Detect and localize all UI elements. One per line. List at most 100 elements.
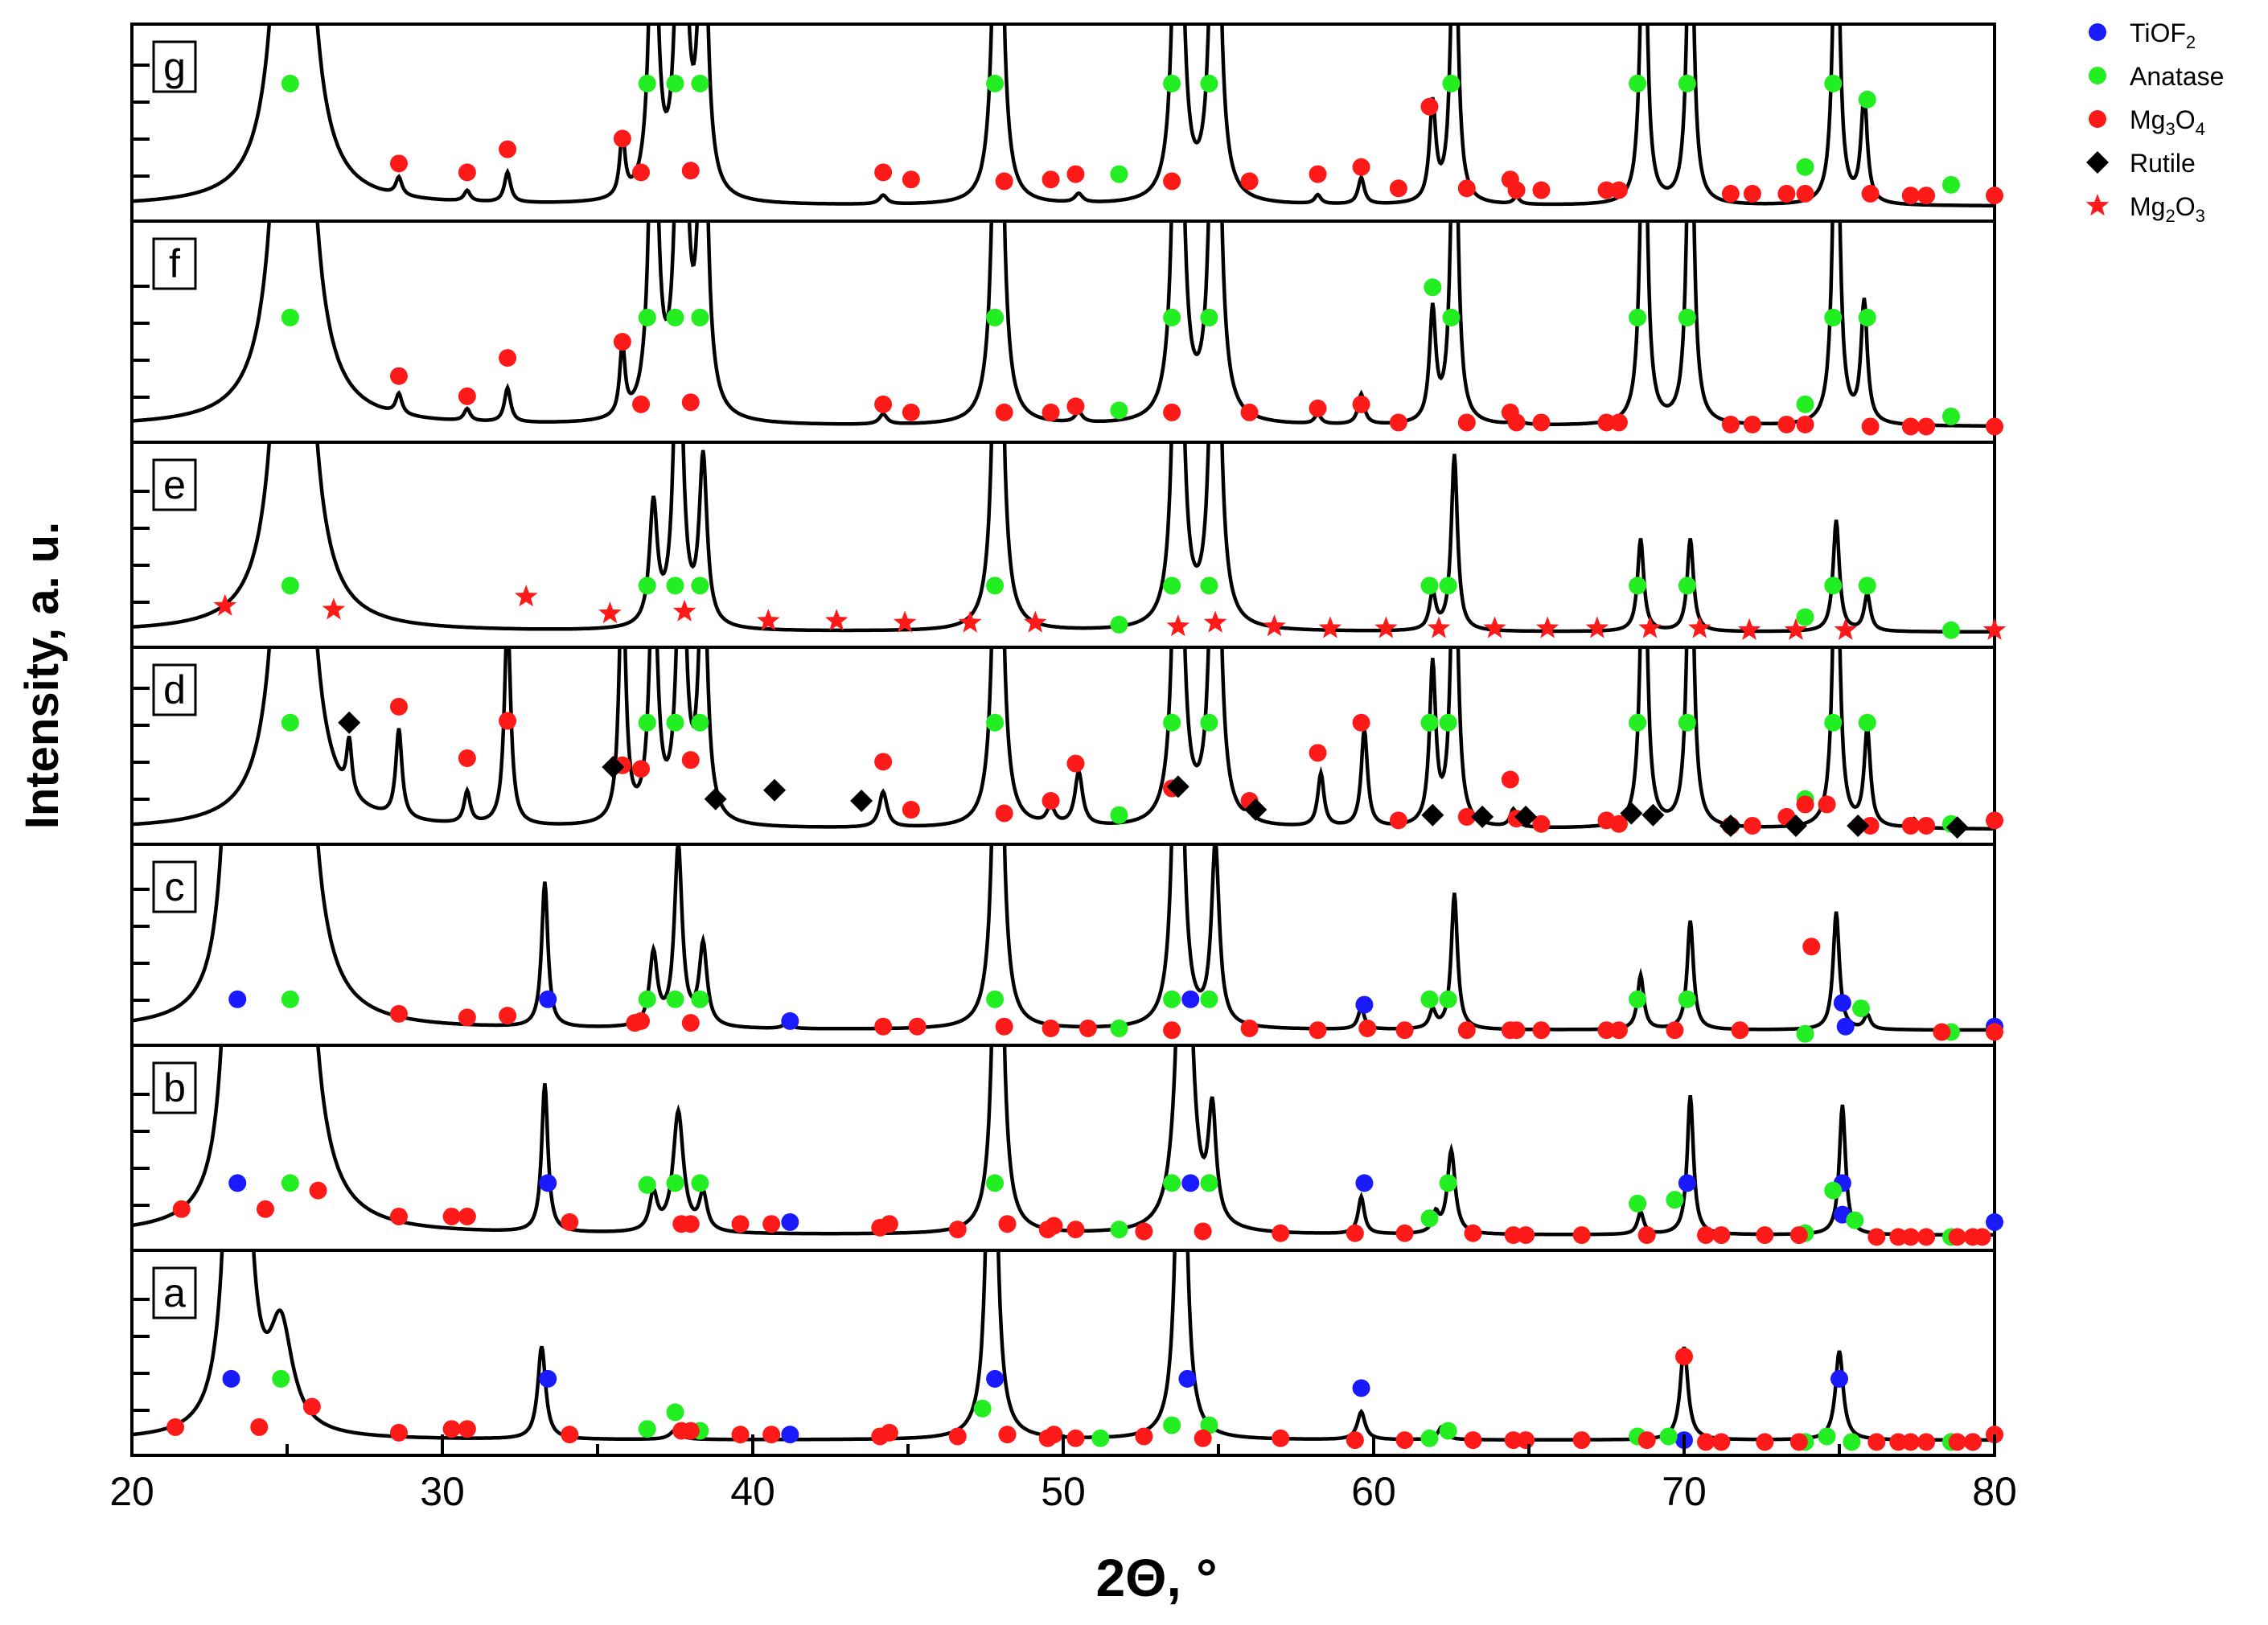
tiof2-marker: [1181, 1174, 1200, 1192]
mg3o4-marker: [1697, 1226, 1715, 1245]
anatase-marker: [1163, 713, 1181, 732]
x-tick-label: 70: [1662, 1469, 1707, 1514]
mg3o4-marker: [1609, 413, 1628, 432]
mg3o4-marker: [995, 1017, 1013, 1036]
mg3o4-marker: [632, 1012, 651, 1030]
mg3o4-marker: [1796, 184, 1814, 203]
legend: TiOF2 Anatase Mg3O4 Rutile Mg2O3: [2085, 18, 2224, 226]
rutile-marker: [338, 711, 361, 734]
panel-frame: [130, 843, 1996, 1047]
xrd-curve-a: [132, 1250, 1995, 1442]
mg2o3-marker: [322, 597, 346, 620]
mg2o3-marker: [1834, 618, 1857, 640]
mg3o4-marker: [389, 1207, 408, 1225]
anatase-marker: [1629, 308, 1647, 326]
mg3o4-marker: [1986, 811, 2003, 830]
anatase-marker: [281, 74, 299, 92]
anatase-marker: [1824, 74, 1843, 92]
mg3o4-marker: [389, 367, 408, 385]
mg3o4-marker: [995, 403, 1013, 421]
mg3o4-marker: [1901, 1228, 1920, 1246]
anatase-marker: [281, 990, 299, 1008]
mg3o4-marker: [1042, 170, 1060, 189]
anatase-marker: [986, 308, 1005, 326]
mg3o4-marker: [874, 395, 893, 413]
mg3o4-marker: [389, 697, 408, 716]
mg3o4-marker: [902, 801, 920, 819]
xrd-curve-e: [132, 442, 1995, 634]
mg3o4-marker: [1507, 181, 1526, 199]
tiof2-marker: [222, 1369, 240, 1388]
mg3o4-marker: [1045, 1217, 1063, 1235]
x-axis: 20 30 40 50 60 70 80: [109, 1434, 2017, 1514]
rutile-marker: [1471, 805, 1494, 828]
anatase-marker: [1818, 1427, 1836, 1446]
anatase-marker: [1796, 158, 1814, 176]
anatase-marker: [1163, 74, 1181, 92]
mg2o3-marker: [1203, 610, 1227, 633]
anatase-marker: [1420, 990, 1439, 1008]
mg3o4-marker: [632, 760, 651, 778]
anatase-marker: [1163, 577, 1181, 595]
anatase-marker: [1439, 713, 1457, 732]
panel-label: b: [163, 1065, 186, 1110]
mg3o4-marker: [613, 333, 631, 351]
panel-c: c: [130, 843, 2003, 1047]
mg3o4-marker: [1066, 754, 1085, 773]
mg3o4-marker: [1501, 770, 1519, 789]
tiof2-marker: [228, 1174, 247, 1192]
mg3o4-marker: [1889, 1228, 1908, 1246]
anatase-marker: [691, 1174, 709, 1192]
mg3o4-marker: [1042, 1019, 1060, 1037]
mg2o3-marker: [1427, 616, 1451, 638]
rutile-marker: [602, 756, 625, 779]
anatase-marker: [1678, 74, 1696, 92]
rutile-marker: [704, 787, 727, 810]
mg3o4-marker: [1609, 815, 1628, 833]
mg3o4-marker: [1861, 184, 1880, 203]
anatase-marker: [1439, 1174, 1457, 1192]
tiof2-marker: [781, 1426, 799, 1444]
mg3o4-marker: [1163, 1021, 1181, 1040]
mg3o4-marker: [1045, 1426, 1063, 1444]
tiof2-marker: [1352, 1379, 1370, 1397]
mg3o4-marker: [681, 751, 700, 769]
mg3o4-marker: [1986, 1023, 2003, 1041]
mg3o4-marker: [1796, 415, 1814, 433]
panel-label-box: [152, 1266, 197, 1319]
anatase-marker: [1941, 621, 1960, 639]
mg2o3-marker: [1535, 616, 1559, 638]
mg3o4-marker: [1504, 1226, 1522, 1245]
anatase-marker: [691, 577, 709, 595]
mg3o4-marker: [1352, 395, 1370, 413]
mg3o4-marker: [1532, 181, 1551, 199]
mg3o4-marker: [1818, 795, 1836, 814]
anatase-marker: [1796, 395, 1814, 413]
x-tick-label: 40: [730, 1469, 775, 1514]
mg3o4-marker: [1777, 415, 1796, 433]
anatase-marker: [1858, 90, 1876, 109]
mg3o4-marker: [1395, 1431, 1414, 1450]
mg3o4-marker: [499, 140, 517, 158]
anatase-marker: [1659, 1427, 1678, 1446]
anatase-marker: [1163, 1174, 1181, 1192]
tiof2-marker: [539, 990, 557, 1008]
mg2o3-marker: [598, 601, 622, 624]
mg3o4-marker: [166, 1418, 185, 1436]
mg3o4-marker: [1240, 403, 1259, 421]
mg3o4-marker: [632, 163, 651, 182]
mg2o3-marker: [1263, 614, 1286, 637]
mg2o3-marker: [1318, 616, 1342, 638]
mg3o4-marker: [1464, 1224, 1482, 1242]
anatase-marker: [986, 577, 1005, 595]
tiof2-marker: [1355, 995, 1374, 1014]
anatase-marker: [691, 990, 709, 1008]
mg3o4-marker: [561, 1213, 579, 1231]
mg3o4-marker: [613, 129, 631, 148]
mg3o4-marker: [1666, 1021, 1684, 1040]
panel-f: f: [130, 220, 2003, 444]
anatase-marker: [1420, 577, 1439, 595]
mg3o4-marker: [1721, 415, 1740, 433]
